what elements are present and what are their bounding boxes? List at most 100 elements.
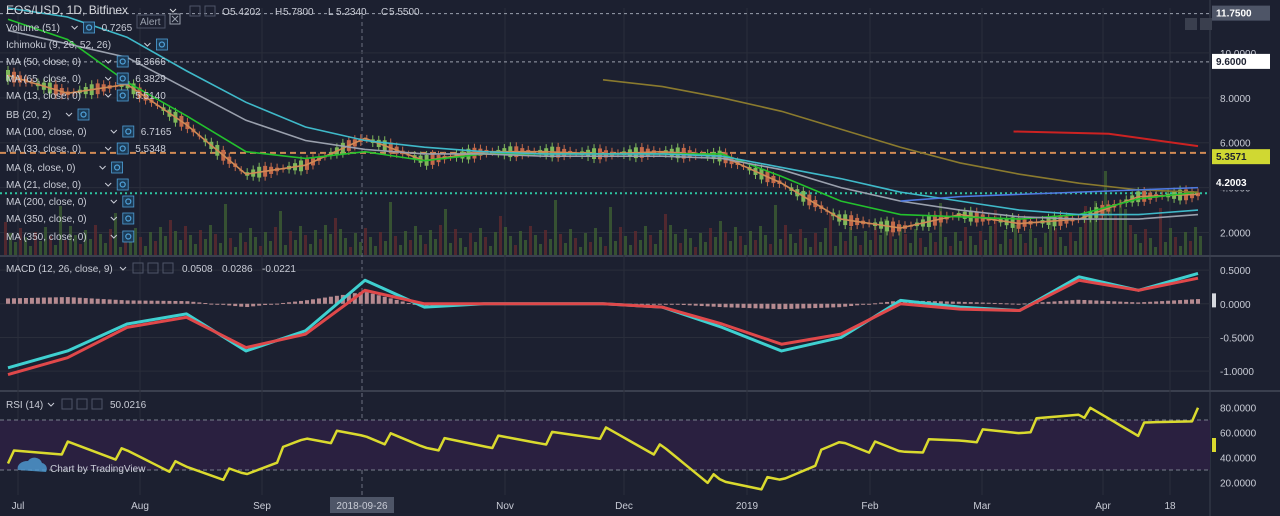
gear-icon-center[interactable] (125, 198, 132, 205)
gear-icon[interactable] (116, 142, 129, 155)
gear-icon-center[interactable] (119, 92, 126, 99)
volume-bar (784, 225, 787, 255)
gear-icon[interactable] (111, 161, 123, 174)
chevron-down-icon[interactable] (104, 146, 112, 151)
chevron-down-icon[interactable] (47, 402, 55, 407)
gear-icon[interactable] (77, 108, 90, 121)
gear-icon[interactable] (83, 21, 95, 34)
gear-icon-frame[interactable] (77, 108, 90, 121)
gear-icon-frame[interactable] (122, 212, 135, 225)
gear-icon-frame[interactable] (116, 142, 129, 155)
rsi-line[interactable] (6, 406, 1200, 491)
indicator-legend-item[interactable]: MA (100, close, 0) 6.7165 (6, 125, 172, 138)
gear-icon-center[interactable] (125, 215, 132, 222)
close-icon-x[interactable] (171, 15, 179, 23)
indicator-legend-item[interactable]: Volume (51) 0.7265 (6, 21, 133, 34)
indicator-legend-item[interactable]: MA (21, close, 0) (6, 178, 129, 191)
indicator-legend-item[interactable]: Ichimoku (9, 26, 52, 26) (6, 38, 168, 51)
chevron-down-icon[interactable] (144, 42, 151, 47)
indicator-legend-item[interactable]: MA (8, close, 0) (6, 161, 123, 174)
gear-icon-center[interactable] (85, 24, 93, 31)
indicator-legend-item[interactable]: MA (33, close, 0) 5.5348 (6, 142, 166, 155)
chevron-down-icon[interactable] (169, 8, 177, 13)
panel-control-icon[interactable] (61, 398, 73, 410)
gear-icon-center[interactable] (158, 41, 165, 48)
gear-icon-center[interactable] (125, 128, 132, 135)
chevron-down-icon[interactable] (119, 266, 127, 271)
chevron-down-icon[interactable] (110, 234, 118, 239)
gear-icon[interactable] (116, 89, 129, 102)
macd-signal-line[interactable] (7, 276, 1199, 376)
chevron-down-icon[interactable] (99, 165, 106, 170)
moving-average-line-3[interactable] (7, 29, 1199, 220)
moving-average-line-2[interactable] (7, 7, 1199, 216)
resistance-line[interactable] (1013, 130, 1199, 148)
gear-icon[interactable] (116, 72, 129, 85)
tradingview-watermark[interactable]: Chart by TradingView (17, 457, 147, 475)
indicator-value: 6.7165 (141, 127, 172, 138)
gear-icon-frame[interactable] (116, 178, 129, 191)
gear-icon-frame[interactable] (116, 55, 129, 68)
gear-icon-frame[interactable] (122, 230, 135, 243)
chevron-down-icon[interactable] (104, 182, 112, 187)
indicator-legend-item[interactable]: MA (13, close, 0) 5.5140 (6, 89, 166, 102)
gear-icon[interactable] (155, 38, 168, 51)
indicator-legend-item[interactable]: MA (350, close, 0) (6, 212, 135, 225)
chevron-down-icon[interactable] (110, 129, 118, 134)
gear-icon-center[interactable] (113, 164, 121, 171)
settings-button[interactable] (1200, 18, 1212, 30)
macd-line[interactable] (7, 272, 1199, 370)
gear-icon[interactable] (122, 230, 135, 243)
gear-icon-frame[interactable] (122, 125, 135, 138)
panel-control-icon[interactable] (147, 262, 159, 274)
gear-icon-center[interactable] (119, 58, 126, 65)
layout-icon[interactable] (189, 5, 201, 17)
chevron-down-icon[interactable] (71, 25, 78, 30)
gear-icon-frame[interactable] (83, 21, 95, 34)
panel-control-icon[interactable] (76, 398, 88, 410)
gear-icon-frame[interactable] (116, 89, 129, 102)
indicator-legend-item[interactable]: MA (65, close, 0) 6.3829 (6, 72, 166, 85)
moving-average-line-4[interactable] (602, 79, 1199, 193)
chevron-down-icon[interactable] (104, 59, 112, 64)
chevron-down-icon[interactable] (110, 199, 118, 204)
gear-icon-center[interactable] (125, 233, 132, 240)
chevron-down-icon[interactable] (65, 112, 73, 117)
gear-icon-frame[interactable] (122, 195, 135, 208)
chevron-down-icon[interactable] (104, 76, 112, 81)
x-axis-label: Sep (253, 501, 271, 512)
indicator-legend-item[interactable]: MA (350, close, 0) (6, 230, 135, 243)
gear-icon-frame[interactable] (155, 38, 168, 51)
gear-icon[interactable] (122, 195, 135, 208)
panel-control-icon[interactable] (162, 262, 174, 274)
gear-icon-center[interactable] (119, 181, 126, 188)
indicator-legend-item[interactable]: BB (20, 2) (6, 108, 90, 121)
panel-control-icon[interactable] (132, 262, 144, 274)
gear-icon[interactable] (116, 178, 129, 191)
chevron-down-icon[interactable] (104, 93, 112, 98)
indicator-legend-item[interactable]: MA (50, close, 0) 5.3666 (6, 55, 166, 68)
panel-control-icon[interactable] (91, 398, 103, 410)
macd-legend[interactable]: MACD (12, 26, close, 9) 0.0508 0.0286 -0.02… (6, 262, 296, 275)
alert-button-frame[interactable] (136, 14, 166, 29)
moving-average-line-5[interactable] (900, 186, 1199, 202)
gear-icon[interactable] (122, 125, 135, 138)
close-icon[interactable] (169, 13, 181, 25)
gear-icon-frame[interactable] (111, 161, 123, 174)
gear-icon-center[interactable] (119, 75, 126, 82)
chevron-down-icon[interactable] (110, 216, 118, 221)
macd-signal-value: 0.0286 (222, 264, 253, 275)
alert-button[interactable]: Alert (136, 14, 166, 29)
gear-icon-frame[interactable] (116, 72, 129, 85)
gear-icon-center[interactable] (119, 145, 126, 152)
gear-icon[interactable] (116, 55, 129, 68)
indicator-legend-item[interactable]: MA (200, close, 0) (6, 195, 135, 208)
scale-button[interactable] (1185, 18, 1197, 30)
rsi-legend[interactable]: RSI (14) 50.0216 (6, 398, 147, 411)
gear-icon[interactable] (122, 212, 135, 225)
gear-icon-center[interactable] (80, 111, 87, 118)
moving-average-line-1[interactable] (7, 18, 1199, 220)
layout-icon[interactable] (204, 5, 216, 17)
